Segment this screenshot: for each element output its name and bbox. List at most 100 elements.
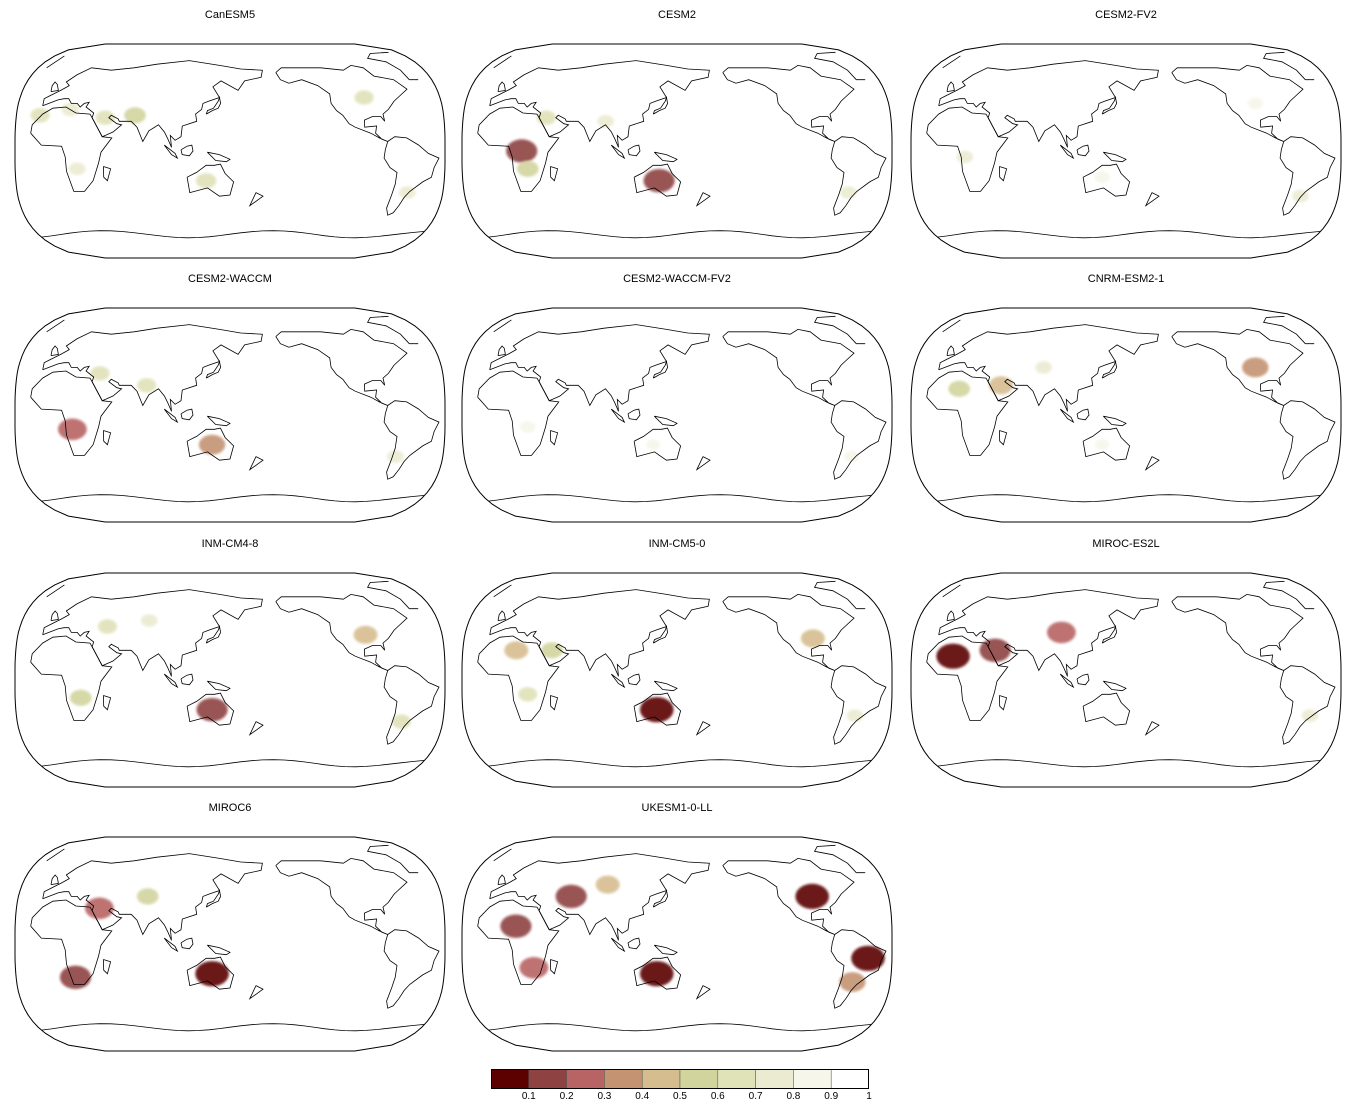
coastline-antarctica bbox=[488, 1023, 872, 1032]
colorbar-tick-label: 0.5 bbox=[673, 1091, 687, 1102]
coastline bbox=[1171, 64, 1304, 142]
anomaly-region bbox=[643, 169, 675, 193]
coastline-antarctica bbox=[488, 759, 872, 768]
coastline bbox=[942, 580, 1315, 610]
anomaly-region bbox=[354, 90, 374, 105]
colorbar-tick-label: 0.6 bbox=[710, 1091, 725, 1102]
coastline bbox=[610, 937, 626, 953]
world-map bbox=[461, 836, 893, 1052]
coastline bbox=[627, 673, 641, 686]
coastline bbox=[207, 944, 231, 956]
coastline bbox=[186, 163, 235, 197]
coastline bbox=[493, 51, 866, 81]
anomaly-region bbox=[198, 434, 226, 455]
coastline bbox=[207, 151, 231, 163]
coastline bbox=[830, 136, 887, 216]
map-panel: CESM2-WACCM-FV2 bbox=[460, 272, 894, 526]
coastline bbox=[103, 430, 112, 446]
coastline bbox=[275, 64, 408, 142]
coastline bbox=[186, 692, 235, 726]
world-map bbox=[910, 43, 1342, 259]
coastline bbox=[207, 415, 231, 427]
anomaly-region bbox=[640, 961, 674, 987]
coastline bbox=[103, 166, 112, 182]
coastline bbox=[1076, 408, 1090, 421]
map-panel: CNRM-ESM2-1 bbox=[909, 272, 1343, 526]
anomaly-region bbox=[85, 897, 114, 920]
coastline bbox=[942, 51, 1315, 81]
coastline bbox=[50, 874, 59, 885]
anomaly-region bbox=[504, 641, 529, 660]
map-frame bbox=[461, 572, 893, 788]
anomaly-region bbox=[800, 629, 825, 648]
anomaly-region bbox=[1035, 361, 1053, 374]
map-panel: INM-CM5-0 bbox=[460, 537, 894, 791]
map-frame bbox=[14, 836, 446, 1052]
coastline bbox=[207, 680, 231, 692]
anomaly-region bbox=[59, 965, 92, 989]
anomaly-region bbox=[536, 110, 556, 125]
coastline bbox=[942, 315, 1315, 345]
map-panel: UKESM1-0-LL bbox=[460, 801, 894, 1055]
colorbar-labels: 0.1 0.2 0.3 0.4 0.5 0.6 0.7 0.8 0.9 1 bbox=[491, 1091, 872, 1105]
coastline bbox=[1059, 144, 1075, 160]
coastline bbox=[926, 370, 1009, 456]
panel-title: INM-CM4-8 bbox=[201, 538, 259, 550]
world-map bbox=[910, 307, 1342, 523]
coastline bbox=[30, 635, 113, 721]
anomaly-region bbox=[840, 186, 857, 199]
anomaly-region bbox=[70, 689, 92, 706]
anomaly-region bbox=[1292, 189, 1309, 203]
colorbar-outline bbox=[491, 1069, 869, 1089]
coastline bbox=[1144, 456, 1160, 471]
map-panel: MIROC-ES2L bbox=[909, 537, 1343, 791]
coastline bbox=[383, 400, 440, 480]
panel-title: CanESM5 bbox=[204, 9, 256, 21]
coastline bbox=[1103, 151, 1127, 163]
colorbar-swatch bbox=[793, 1069, 832, 1089]
map-panel: CESM2-FV2 bbox=[909, 8, 1343, 262]
anomaly-region bbox=[519, 421, 536, 433]
coastline bbox=[180, 937, 194, 950]
coastline bbox=[695, 985, 711, 1000]
anomaly-region bbox=[640, 697, 674, 723]
coastline bbox=[652, 624, 669, 644]
anomaly-region bbox=[595, 875, 620, 894]
coastline bbox=[205, 359, 222, 379]
coastline-antarctica bbox=[488, 494, 872, 503]
coastline bbox=[42, 324, 263, 412]
coastline bbox=[180, 408, 194, 421]
anomaly-region bbox=[948, 380, 970, 397]
anomaly-region bbox=[936, 643, 970, 669]
map-frame bbox=[14, 307, 446, 523]
coastline bbox=[610, 408, 626, 424]
coastline bbox=[830, 929, 887, 1009]
coastline bbox=[1076, 673, 1090, 686]
map-frame bbox=[910, 307, 1342, 523]
world-map bbox=[14, 307, 446, 523]
coastline bbox=[938, 60, 1159, 148]
coastline bbox=[383, 929, 440, 1009]
coastline bbox=[1103, 680, 1127, 692]
coastline bbox=[1076, 144, 1090, 157]
colorbar-tick-label: 0.1 bbox=[521, 1091, 536, 1102]
coastline bbox=[610, 144, 626, 160]
coastline bbox=[163, 937, 179, 953]
map-frame bbox=[14, 572, 446, 788]
coastline bbox=[103, 695, 112, 711]
coastline bbox=[180, 673, 194, 686]
colorbar-swatch bbox=[755, 1069, 794, 1089]
colorbar-swatches bbox=[491, 1069, 869, 1089]
anomaly-region bbox=[1095, 439, 1110, 451]
coastline bbox=[50, 345, 59, 356]
map-frame bbox=[461, 307, 893, 523]
anomaly-region bbox=[58, 418, 87, 441]
coastline bbox=[695, 456, 711, 471]
anomaly-region bbox=[30, 108, 50, 123]
coastline bbox=[652, 359, 669, 379]
coastline bbox=[627, 144, 641, 157]
coastline bbox=[550, 166, 559, 182]
anomaly-region bbox=[140, 614, 158, 627]
coastline bbox=[477, 106, 560, 192]
panel-title: CESM2-WACCM bbox=[188, 273, 272, 285]
